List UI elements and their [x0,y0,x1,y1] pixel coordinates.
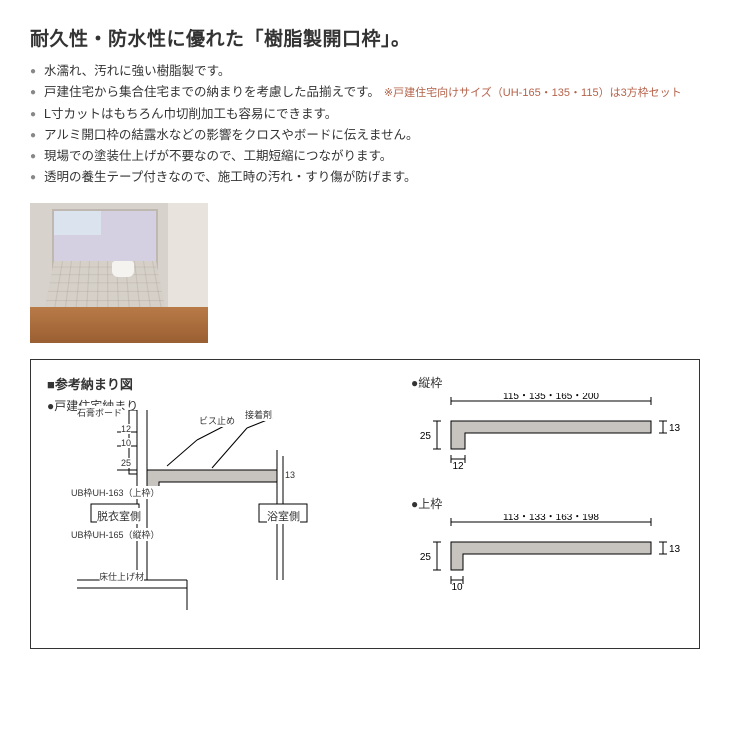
feature-bullets: 水濡れ、汚れに強い樹脂製です。 戸建住宅から集合住宅までの納まりを考慮した品揃え… [30,61,700,189]
label-ub-top: UB枠UH-163（上枠） [71,486,160,499]
svg-text:12: 12 [452,461,464,469]
top-frame-profile: ●上枠 113・133・163・198 25 13 [411,495,691,590]
bullet-text: 透明の養生テープ付きなので、施工時の汚れ・すり傷が防げます。 [44,170,417,184]
list-item: 戸建住宅から集合住宅までの納まりを考慮した品揃えです。 ※戸建住宅向けサイズ（UH… [30,82,700,103]
label-gypsum: 石膏ボード [77,406,122,419]
bullet-text: L寸カットはもちろん巾切削加工も容易にできます。 [44,107,337,121]
bullet-note: ※戸建住宅向けサイズ（UH-165・135・115）は3方枠セット [384,87,682,99]
list-item: L寸カットはもちろん巾切削加工も容易にできます。 [30,104,700,125]
list-item: 現場での塗装仕上げが不要なので、工期短縮につながります。 [30,146,700,167]
svg-text:113・133・163・198: 113・133・163・198 [503,514,599,523]
product-photo [30,203,208,343]
svg-text:25: 25 [420,552,432,563]
svg-text:13: 13 [669,544,681,555]
svg-text:25: 25 [420,431,432,442]
dim-25: 25 [121,458,131,468]
profile-drawings: ●縦枠 115・135・165・200 25 [411,374,691,634]
profile-title: ●縦枠 [411,374,691,391]
label-screw: ビス止め [199,414,235,427]
label-adhesive: 接着剤 [245,408,272,421]
bullet-text: 現場での塗装仕上げが不要なので、工期短縮につながります。 [44,149,392,163]
label-bath-room: 浴室側 [267,508,300,524]
svg-text:13: 13 [669,423,681,434]
profile-title: ●上枠 [411,495,691,512]
dim-10: 10 [121,438,131,448]
reference-diagram-box: ■参考納まり図 ●戸建住宅納まり [30,359,700,649]
list-item: 水濡れ、汚れに強い樹脂製です。 [30,61,700,82]
bullet-text: アルミ開口枠の結露水などの影響をクロスやボードに伝えません。 [44,128,419,142]
bullet-text: 戸建住宅から集合住宅までの納まりを考慮した品揃えです。 [44,85,380,99]
bullet-text: 水濡れ、汚れに強い樹脂製です。 [44,64,230,78]
label-changing-room: 脱衣室側 [97,508,141,524]
list-item: 透明の養生テープ付きなので、施工時の汚れ・すり傷が防げます。 [30,167,700,188]
svg-text:115・135・165・200: 115・135・165・200 [503,393,599,402]
cross-section-drawing: 石膏ボード 12 10 25 13 ビス止め 接着剤 UB枠UH-163（上枠）… [77,410,377,630]
dim-13: 13 [285,470,295,480]
svg-text:10: 10 [451,582,463,590]
label-ub-side: UB枠UH-165（縦枠） [71,528,160,541]
label-floor-finish: 床仕上げ材 [99,570,144,583]
dim-12: 12 [121,424,131,434]
page-title: 耐久性・防水性に優れた「樹脂製開口枠」。 [30,24,700,51]
vertical-frame-profile: ●縦枠 115・135・165・200 25 [411,374,691,469]
list-item: アルミ開口枠の結露水などの影響をクロスやボードに伝えません。 [30,125,700,146]
